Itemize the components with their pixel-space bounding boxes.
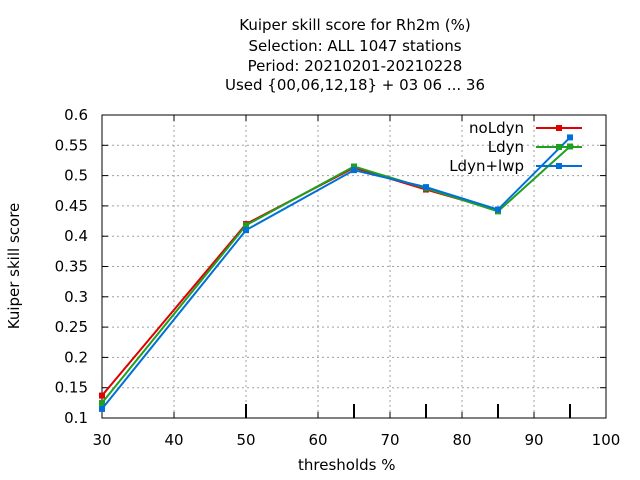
series-Ldyn+lwp xyxy=(99,134,573,412)
x-tick-label: 60 xyxy=(308,431,327,449)
x-tick-label: 50 xyxy=(236,431,255,449)
legend-swatch-point xyxy=(556,125,562,131)
data-point xyxy=(423,184,429,191)
y-tick-label: 0.25 xyxy=(55,318,88,336)
x-tick-label: 40 xyxy=(164,431,183,449)
y-tick-label: 0.35 xyxy=(55,258,88,276)
chart-title-line-4: Used {00,06,12,18} + 03 06 ... 36 xyxy=(224,76,486,94)
legend-swatch-point xyxy=(556,144,562,150)
series-line xyxy=(101,145,571,404)
y-axis-label: Kuiper skill score xyxy=(5,202,23,330)
data-point xyxy=(99,399,105,406)
y-tick-label: 0.45 xyxy=(55,197,88,215)
series-line xyxy=(101,136,571,410)
data-point xyxy=(243,222,249,229)
x-tick-label: 30 xyxy=(92,431,111,449)
y-tick-label: 0.15 xyxy=(55,379,88,397)
legend-label: Ldyn+lwp xyxy=(449,157,524,175)
legend-label: Ldyn xyxy=(488,138,524,156)
x-axis-label: thresholds % xyxy=(298,456,396,474)
data-point xyxy=(99,392,105,399)
x-tick-label: 90 xyxy=(524,431,543,449)
legend-swatch-point xyxy=(556,163,562,169)
data-point xyxy=(243,227,249,234)
series-Ldyn xyxy=(99,143,573,406)
series-line xyxy=(101,166,499,397)
y-tick-label: 0.1 xyxy=(64,409,88,427)
data-point xyxy=(351,163,357,170)
x-tick-label: 70 xyxy=(380,431,399,449)
data-point xyxy=(567,134,573,141)
data-point xyxy=(99,405,105,412)
chart-title-line-3: Period: 20210201-20210228 xyxy=(247,57,463,75)
legend-label: noLdyn xyxy=(469,119,524,137)
data-point xyxy=(351,167,357,174)
x-tick-label: 80 xyxy=(452,431,471,449)
y-tick-label: 0.2 xyxy=(64,348,88,366)
y-tick-label: 0.6 xyxy=(64,106,88,124)
y-tick-label: 0.4 xyxy=(64,227,88,245)
chart-title-line-2: Selection: ALL 1047 stations xyxy=(248,37,462,55)
y-tick-label: 0.5 xyxy=(64,167,88,185)
y-tick-label: 0.55 xyxy=(55,136,88,154)
y-tick-label: 0.3 xyxy=(64,288,88,306)
chart-title-line-1: Kuiper skill score for Rh2m (%) xyxy=(239,16,471,34)
x-tick-label: 100 xyxy=(592,431,621,449)
data-point xyxy=(495,206,501,213)
